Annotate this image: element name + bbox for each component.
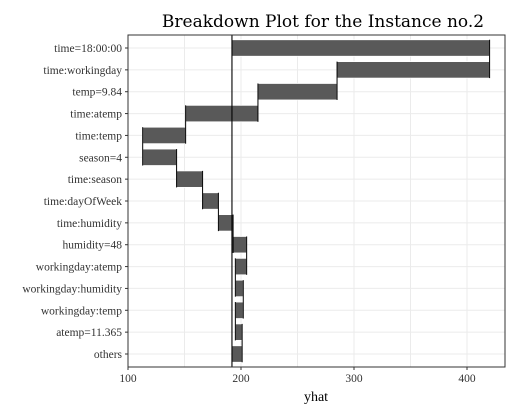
- x-tick-label: 300: [345, 373, 363, 385]
- bar-time-atemp: [185, 104, 259, 123]
- bar-temp-9-84: [257, 83, 338, 101]
- bar-workingday-atemp: [234, 257, 248, 276]
- bar-time-18-00-00: [231, 39, 491, 57]
- chart-title: Breakdown Plot for the Instance no.2: [162, 12, 484, 32]
- y-tick-label: others: [94, 349, 123, 361]
- bar-workingday-temp: [234, 301, 244, 319]
- bar-time-dayofweek: [202, 192, 219, 210]
- bar-others: [231, 345, 243, 363]
- y-tick-label: time:atemp: [70, 109, 122, 121]
- y-tick-label: time:humidity: [57, 218, 122, 230]
- bar-time-season: [176, 170, 203, 188]
- y-tick-label: humidity=48: [62, 240, 122, 252]
- y-tick-label: time:workingday: [43, 65, 122, 77]
- y-tick-label: atemp=11.365: [56, 327, 122, 339]
- x-tick-labels: 100 200 300 400: [119, 367, 476, 385]
- y-tick-label: time:dayOfWeek: [44, 196, 123, 208]
- bar-season-4: [142, 148, 177, 166]
- y-tick-label: workingday:humidity: [22, 283, 122, 295]
- y-tick-label: season=4: [79, 152, 122, 164]
- x-tick-label: 400: [458, 373, 476, 385]
- y-tick-label: workingday:atemp: [36, 262, 122, 274]
- bar-workingday-humidity: [234, 279, 244, 298]
- y-tick-label: time=18:00:00: [54, 43, 122, 55]
- bars-layer: [142, 39, 491, 363]
- connectors-layer: [142, 39, 491, 363]
- y-tick-labels: time=18:00:00 time:workingday temp=9.84 tim…: [22, 43, 128, 361]
- x-tick-label: 200: [232, 373, 250, 385]
- y-tick-label: time:temp: [75, 130, 122, 142]
- bar-time-workingday: [336, 61, 490, 79]
- bar-humidity-48: [232, 236, 248, 254]
- y-tick-label: workingday:temp: [41, 305, 122, 317]
- bar-time-humidity: [217, 214, 234, 232]
- y-tick-label: time:season: [68, 174, 123, 186]
- x-tick-label: 100: [119, 373, 137, 385]
- bar-time-temp: [142, 126, 187, 145]
- bar-atemp-11-365: [234, 323, 243, 341]
- y-tick-label: temp=9.84: [72, 87, 122, 99]
- x-axis-title: yhat: [304, 390, 328, 405]
